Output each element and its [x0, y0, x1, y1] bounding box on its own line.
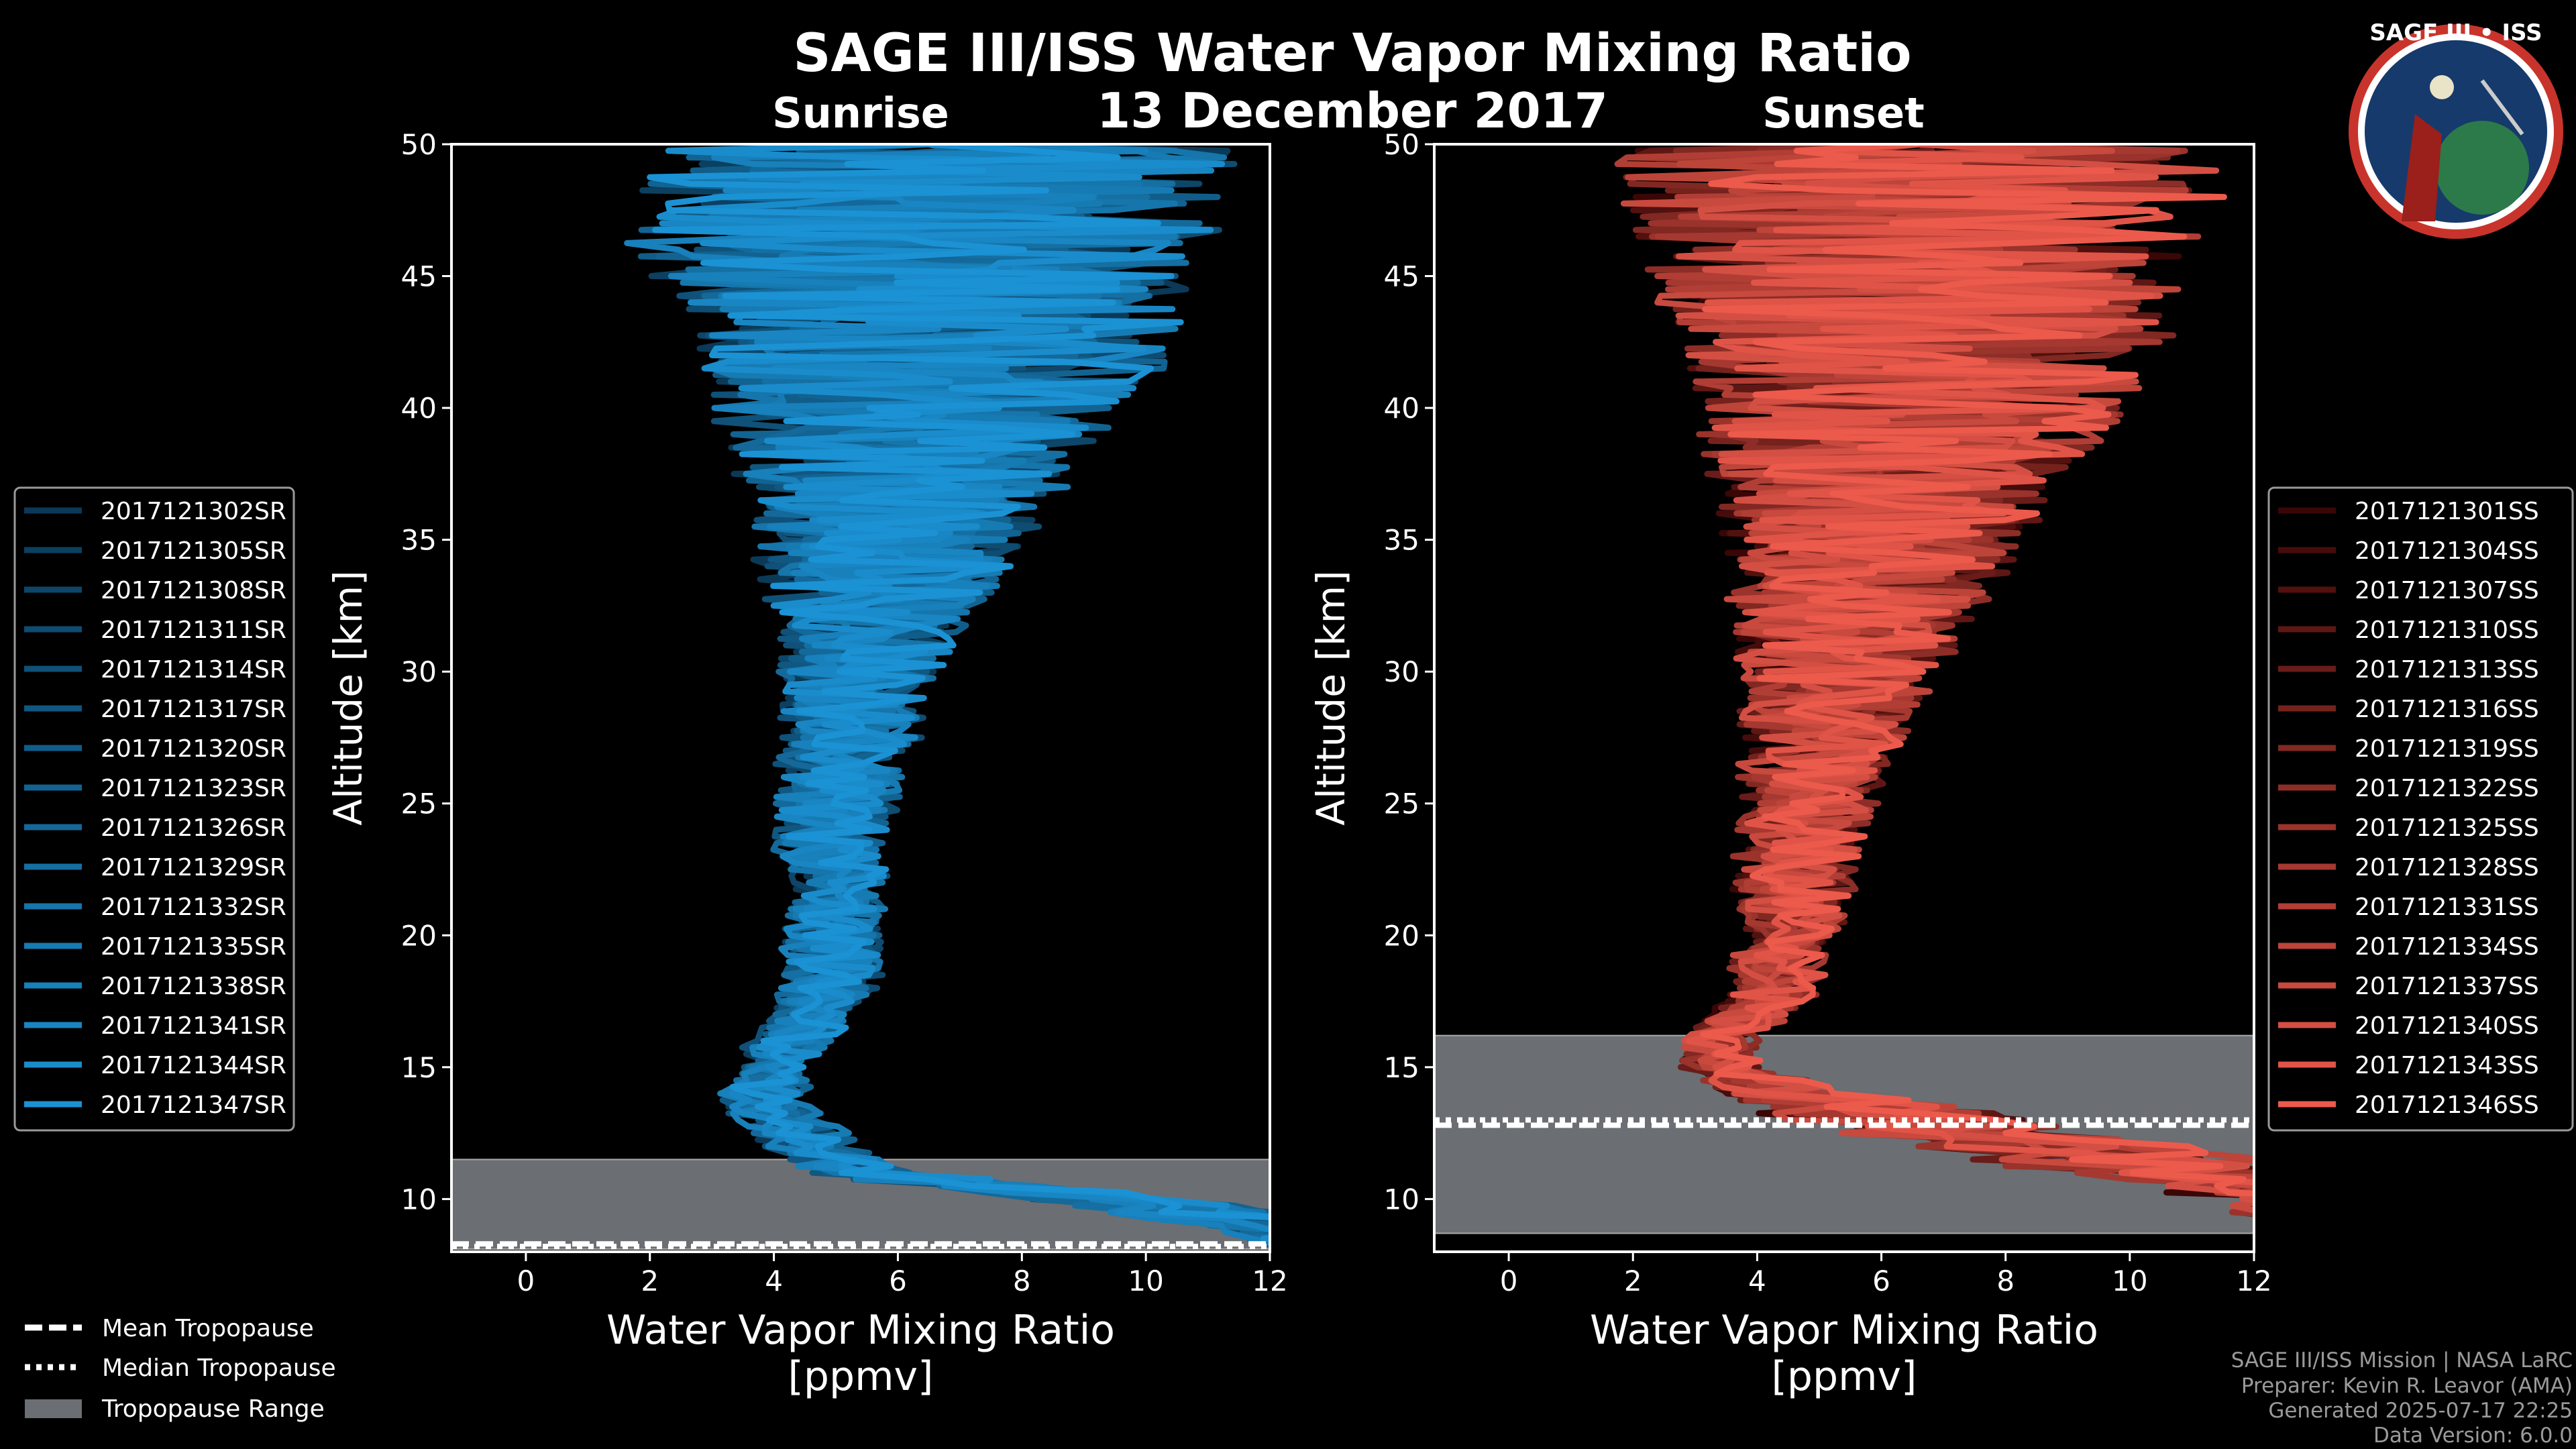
legend-entry: 2017121346SS: [2355, 1091, 2539, 1119]
figure-title: SAGE III/ISS Water Vapor Mixing Ratio: [793, 23, 1911, 84]
y-tick-label: 10: [1384, 1183, 1419, 1216]
legend-mean-tropopause: Mean Tropopause: [102, 1315, 314, 1342]
x-tick-label: 2: [641, 1265, 659, 1297]
y-tick-label: 45: [401, 260, 437, 293]
y-tick-label: 20: [401, 919, 437, 952]
legend-entry: 2017121334SS: [2355, 933, 2539, 961]
credits: SAGE III/ISS Mission | NASA LaRC Prepare…: [2231, 1348, 2573, 1448]
tropopause-legend: Mean Tropopause Median Tropopause Tropop…: [25, 1315, 336, 1423]
y-tick-label: 30: [1384, 655, 1419, 688]
series-legend: 2017121302SR 2017121305SR 2017121308SR 2017…: [13, 486, 295, 1132]
legend-entry: 2017121301SS: [2355, 498, 2539, 525]
axes-frame: [1433, 143, 2255, 1253]
y-tick-label: 40: [1384, 392, 1419, 425]
legend-entry: 2017121302SR: [101, 498, 286, 525]
x-axis-label: Water Vapor Mixing Ratio: [1590, 1307, 2098, 1354]
sunrise-panel: 0 2 4 6 8 10 12 10 15 20 25 30 35 40 45 50 Water Vapor M…: [13, 128, 1288, 1400]
x-tick-label: 8: [1013, 1265, 1031, 1297]
y-axis-label: Altitude [km]: [1308, 570, 1354, 825]
legend-entry: 2017121313SS: [2355, 656, 2539, 684]
legend-median-tropopause: Median Tropopause: [102, 1354, 336, 1382]
series-legend: 2017121301SS 2017121304SS 2017121307SS 2017…: [2267, 486, 2574, 1132]
y-tick-label: 15: [401, 1051, 437, 1084]
x-tick-label: 4: [1748, 1265, 1766, 1297]
x-tick-label: 12: [1252, 1265, 1287, 1297]
logo-text: SAGE III • ISS: [2369, 19, 2542, 46]
legend-entry: 2017121331SS: [2355, 894, 2539, 921]
y-tick-label: 35: [401, 524, 437, 557]
legend-entry: 2017121304SS: [2355, 537, 2539, 565]
x-axis-units: [ppmv]: [788, 1353, 934, 1400]
y-tick-label: 20: [1384, 919, 1419, 952]
legend-entry: 2017121335SR: [101, 933, 286, 961]
y-tick-label: 15: [1384, 1051, 1419, 1084]
legend-entry: 2017121347SR: [101, 1091, 286, 1119]
x-tick-label: 4: [765, 1265, 783, 1297]
x-tick-label: 6: [889, 1265, 907, 1297]
legend-entry: 2017121319SS: [2355, 735, 2539, 763]
x-tick-label: 10: [1128, 1265, 1163, 1297]
legend-entry: 2017121326SR: [101, 814, 286, 842]
legend-entry: 2017121310SS: [2355, 616, 2539, 644]
y-tick-label: 35: [1384, 524, 1419, 557]
legend-entry: 2017121338SR: [101, 973, 286, 1000]
credit-line: Data Version: 6.0.0: [2373, 1424, 2573, 1448]
sage-iii-iss-logo: SAGE III • ISS: [2349, 19, 2563, 239]
x-axis-label: Water Vapor Mixing Ratio: [606, 1307, 1115, 1354]
x-tick-label: 0: [517, 1265, 535, 1297]
x-tick-label: 0: [1500, 1265, 1518, 1297]
y-tick-label: 25: [1384, 788, 1419, 820]
x-tick-label: 10: [2112, 1265, 2147, 1297]
legend-entry: 2017121329SR: [101, 854, 286, 881]
legend-entry: 2017121344SR: [101, 1052, 286, 1079]
legend-entry: 2017121322SS: [2355, 775, 2539, 802]
x-tick-label: 6: [1872, 1265, 1890, 1297]
profile-line-2017121343SS: [1686, 144, 2254, 1185]
sunset-panel: 0 2 4 6 8 10 12 10 15 20 25 30 35 40 45 50 Water Vapor M…: [1308, 128, 2574, 1400]
profile-line-2017121341SR: [659, 144, 1270, 1233]
credit-line: Preparer: Kevin R. Leavor (AMA): [2241, 1374, 2573, 1398]
credit-line: SAGE III/ISS Mission | NASA LaRC: [2231, 1348, 2573, 1373]
x-axis-units: [ppmv]: [1772, 1353, 1917, 1400]
legend-entry: 2017121314SR: [101, 656, 286, 684]
axes-frame: [450, 143, 1271, 1253]
profile-line-2017121347SR: [647, 144, 1270, 1220]
legend-tropopause-range: Tropopause Range: [101, 1395, 325, 1423]
legend-entry: 2017121316SS: [2355, 696, 2539, 723]
legend-entry: 2017121308SR: [101, 577, 286, 604]
y-tick-label: 25: [401, 788, 437, 820]
legend-entry: 2017121341SR: [101, 1012, 286, 1040]
y-axis-label: Altitude [km]: [325, 570, 371, 825]
legend-entry: 2017121311SR: [101, 616, 286, 644]
y-tick-label: 50: [401, 128, 437, 161]
legend-entry: 2017121325SS: [2355, 814, 2539, 842]
legend-entry: 2017121323SR: [101, 775, 286, 802]
legend-entry: 2017121343SS: [2355, 1052, 2539, 1079]
panel-title-sunrise: Sunrise: [772, 89, 949, 138]
x-tick-label: 2: [1624, 1265, 1642, 1297]
legend-entry: 2017121307SS: [2355, 577, 2539, 604]
legend-entry: 2017121317SR: [101, 696, 286, 723]
x-tick-label: 8: [1996, 1265, 2015, 1297]
profile-line-2017121346SS: [1700, 144, 2254, 1197]
y-tick-label: 10: [401, 1183, 437, 1216]
panel-title-sunset: Sunset: [1762, 89, 1925, 138]
y-tick-label: 45: [1384, 260, 1419, 293]
legend-entry: 2017121328SS: [2355, 854, 2539, 881]
y-tick-label: 50: [1384, 128, 1419, 161]
y-tick-label: 40: [401, 392, 437, 425]
x-tick-label: 12: [2236, 1265, 2271, 1297]
legend-entry: 2017121332SR: [101, 894, 286, 921]
legend-entry: 2017121305SR: [101, 537, 286, 565]
legend-entry: 2017121337SS: [2355, 973, 2539, 1000]
credit-line: Generated 2025-07-17 22:25: [2268, 1399, 2573, 1423]
figure-date: 13 December 2017: [1097, 83, 1608, 139]
legend-entry: 2017121340SS: [2355, 1012, 2539, 1040]
y-tick-label: 30: [401, 655, 437, 688]
legend-entry: 2017121320SR: [101, 735, 286, 763]
